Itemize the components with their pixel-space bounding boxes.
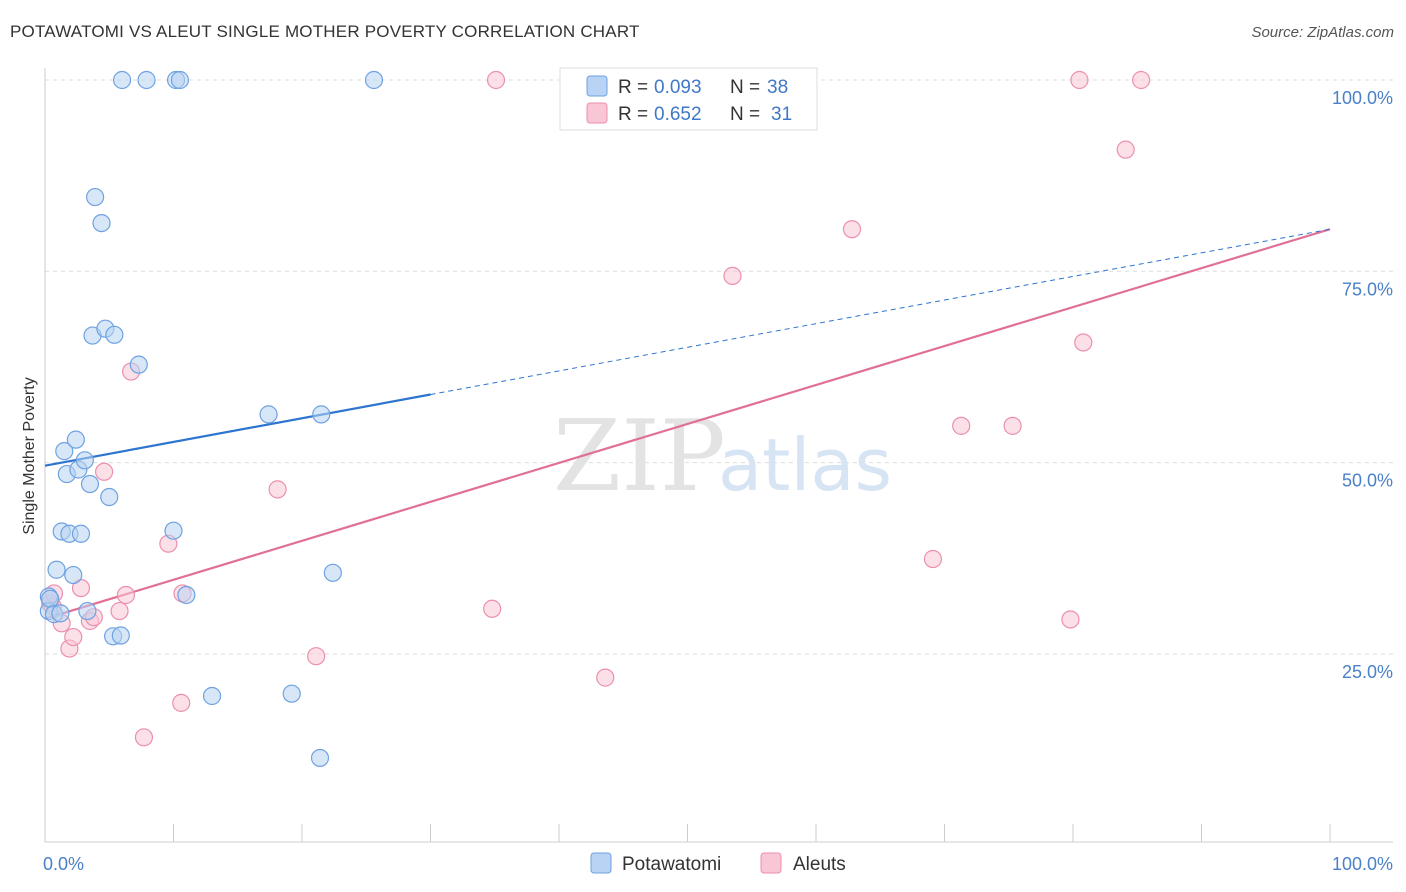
data-points [39, 70, 1151, 768]
trend-lines [44, 228, 1331, 620]
point-potawatomi-23 [105, 325, 124, 344]
point-potawatomi-36 [312, 405, 331, 424]
legend-n-label-1: N = [730, 77, 760, 98]
point-potawatomi-31 [177, 585, 196, 605]
point-potawatomi-11 [66, 430, 85, 449]
point-aleuts-21 [596, 668, 615, 687]
point-aleuts-9 [95, 462, 114, 481]
point-potawatomi-34 [282, 684, 301, 703]
bottom-legend-potawatomi: Potawatomi [622, 854, 721, 875]
grid-lines [45, 79, 1393, 655]
axes [44, 68, 1393, 843]
legend-r-value-2: 0.652 [654, 104, 702, 125]
source-credit: Source: ZipAtlas.com [1251, 24, 1394, 41]
point-potawatomi-25 [112, 70, 132, 90]
point-aleuts-26 [1003, 416, 1022, 435]
point-potawatomi-19 [92, 213, 111, 233]
watermark-atlas: atlas [718, 423, 892, 507]
point-aleuts-27 [1061, 610, 1080, 629]
y-tick-label-100: 100.0% [1332, 88, 1393, 108]
legend-r-label-1: R = [618, 77, 648, 98]
point-aleuts-28 [1070, 70, 1089, 90]
legend-n-value-2: 31 [771, 104, 792, 125]
y-axis-label: Single Mother Poverty [21, 377, 38, 534]
y-tick-label-25: 25.0% [1342, 662, 1393, 682]
point-potawatomi-24 [111, 626, 130, 645]
y-tick-label-75: 75.0% [1342, 279, 1393, 299]
point-potawatomi-5 [51, 604, 70, 623]
point-aleuts-22 [723, 266, 742, 285]
bottom-legend-aleuts: Aleuts [793, 854, 846, 875]
point-aleuts-19 [483, 599, 502, 618]
legend-r-value-1: 0.093 [654, 77, 702, 98]
point-potawatomi-2 [41, 589, 60, 608]
point-aleuts-20 [486, 70, 506, 90]
point-potawatomi-26 [129, 355, 148, 374]
point-aleuts-11 [116, 585, 136, 605]
point-aleuts-5 [64, 627, 83, 647]
point-potawatomi-13 [71, 524, 91, 543]
bottom-legend-swatch-potawatomi [590, 852, 612, 874]
point-potawatomi-30 [170, 70, 190, 90]
point-potawatomi-37 [323, 563, 342, 582]
point-potawatomi-15 [78, 601, 97, 621]
point-potawatomi-27 [137, 70, 156, 90]
point-potawatomi-4 [47, 560, 66, 579]
point-aleuts-23 [842, 220, 862, 239]
point-aleuts-29 [1074, 333, 1093, 352]
trend-line-aleuts [44, 228, 1331, 620]
point-aleuts-31 [1132, 70, 1151, 90]
bottom-legend-swatch-aleuts [760, 852, 782, 874]
point-potawatomi-32 [202, 686, 222, 706]
point-aleuts-10 [110, 601, 129, 621]
legend-n-label-2: N = [730, 104, 760, 125]
point-potawatomi-7 [55, 442, 74, 461]
point-potawatomi-28 [164, 521, 183, 540]
point-potawatomi-10 [64, 565, 83, 585]
x-tick-label-max: 100.0% [1332, 854, 1393, 874]
legend-box: R = 0.093 N = 38 R = 0.652 N = 31 [559, 67, 818, 131]
point-potawatomi-16 [80, 474, 100, 494]
point-potawatomi-14 [75, 451, 94, 470]
x-tick-label-min: 0.0% [43, 854, 84, 874]
point-aleuts-13 [134, 728, 154, 747]
point-potawatomi-21 [100, 487, 119, 507]
legend-swatch-potawatomi [586, 75, 608, 97]
point-potawatomi-18 [86, 187, 105, 207]
bottom-legend: Potawatomi Aleuts [590, 852, 846, 875]
point-potawatomi-33 [259, 405, 278, 424]
legend-swatch-aleuts [586, 102, 608, 124]
watermark: ZIP atlas [553, 400, 892, 514]
point-aleuts-15 [172, 693, 191, 712]
point-aleuts-24 [923, 549, 943, 569]
y-tick-labels: 25.0% 50.0% 75.0% 100.0% [1332, 88, 1393, 682]
chart-title: POTAWATOMI VS ALEUT SINGLE MOTHER POVERT… [10, 22, 640, 41]
trend-line-potawatomi-extended [430, 228, 1331, 395]
point-aleuts-30 [1116, 140, 1135, 159]
point-aleuts-17 [268, 480, 287, 499]
y-tick-label-50: 50.0% [1342, 471, 1393, 491]
point-aleuts-18 [307, 647, 326, 666]
legend-r-label-2: R = [618, 104, 648, 125]
trend-line-potawatomi [44, 393, 431, 467]
point-aleuts-25 [952, 416, 971, 435]
point-potawatomi-38 [364, 70, 384, 90]
legend-n-value-1: 38 [767, 77, 788, 98]
point-potawatomi-35 [310, 748, 330, 768]
